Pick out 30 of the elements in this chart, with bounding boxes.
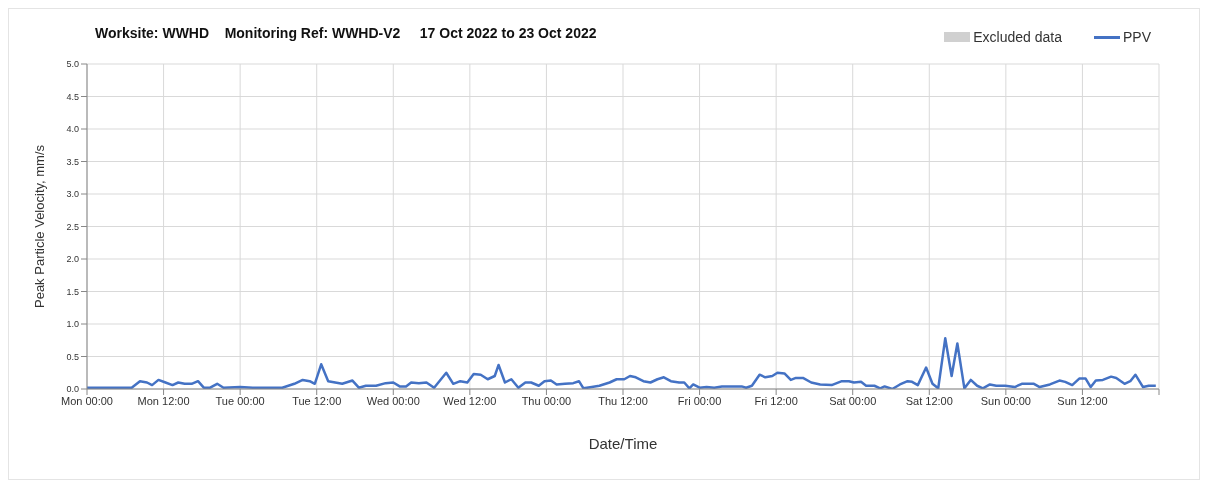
x-tick-label: Tue 12:00 <box>292 394 342 407</box>
x-tick-label: Fri 00:00 <box>677 394 722 407</box>
x-tick-label: Sun 12:00 <box>1057 394 1108 407</box>
y-tick-label: 1.5 <box>66 286 79 297</box>
x-tick-label: Thu 12:00 <box>598 394 648 407</box>
y-tick-label: 4.0 <box>66 124 79 135</box>
x-tick-label: Fri 12:00 <box>754 394 798 407</box>
x-tick-label: Wed 00:00 <box>366 394 420 407</box>
y-tick-label: 5.0 <box>66 59 79 70</box>
y-tick-label: 3.5 <box>66 156 79 167</box>
y-tick-label: 1.0 <box>66 319 79 330</box>
y-tick-label: 4.5 <box>66 91 79 102</box>
y-tick-label: 3.0 <box>66 189 79 200</box>
legend-label: PPV <box>1122 29 1151 45</box>
x-axis-title: Date/Time <box>588 435 658 452</box>
x-tick-label: Mon 12:00 <box>137 394 190 407</box>
x-tick-label: Wed 12:00 <box>443 394 497 407</box>
y-tick-label: 2.5 <box>66 221 79 232</box>
x-tick-label: Sat 00:00 <box>829 394 877 407</box>
x-tick-label: Mon 00:00 <box>61 394 113 407</box>
x-tick-label: Tue 00:00 <box>215 394 265 407</box>
x-tick-label: Thu 00:00 <box>521 394 572 407</box>
y-axis-title: Peak Particle Velocity, mm/s <box>31 144 47 309</box>
legend-label: Excluded data <box>972 29 1062 45</box>
y-tick-label: 0.5 <box>66 351 79 362</box>
chart-title: Worksite: WWHD Monitoring Ref: WWHD-V2 17 Oct 2022 to 23 Oct 2022 <box>95 25 597 41</box>
y-tick-label: 0.0 <box>66 384 79 395</box>
x-tick-label: Sun 00:00 <box>980 394 1031 407</box>
y-tick-label: 2.0 <box>66 254 79 265</box>
x-tick-label: Sat 12:00 <box>905 394 953 407</box>
